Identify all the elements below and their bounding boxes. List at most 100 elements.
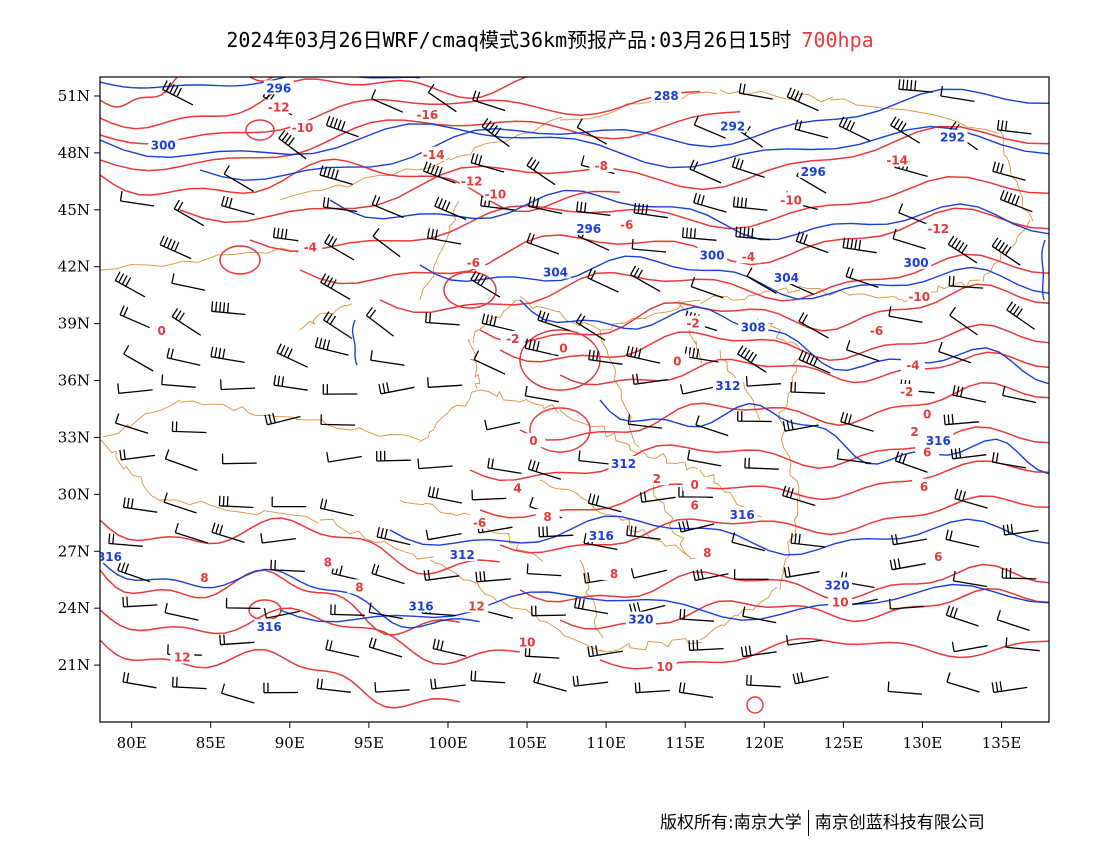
temperature-label: -10: [292, 121, 314, 135]
wind-barb: [376, 527, 411, 546]
geopotential-line: [351, 319, 358, 366]
lat-tick-label: 36N: [58, 372, 90, 390]
label-backdrop: [406, 598, 437, 613]
wind-barb: [795, 231, 829, 254]
wind-barb: [745, 376, 782, 387]
wind-barb: [587, 268, 619, 293]
wind-barb: [894, 451, 928, 473]
label-backdrop: [149, 323, 174, 338]
temperature-isotherms: [100, 77, 1049, 714]
temperature-label: -6: [473, 516, 486, 530]
wind-barb: [731, 157, 765, 179]
geopotential-line: [389, 515, 1049, 556]
wind-barb: [119, 191, 155, 207]
temperature-label: -2: [506, 332, 519, 346]
lat-tick-label: 27N: [58, 542, 90, 560]
wind-barb: [263, 682, 299, 694]
boundary-line: [100, 439, 162, 502]
label-backdrop: [298, 239, 323, 254]
wind-barb: [954, 488, 988, 509]
isotherm-loop: [519, 329, 601, 391]
label-backdrop: [682, 476, 707, 491]
label-backdrop: [100, 548, 125, 563]
boundary-line: [295, 419, 421, 441]
lat-tick-label: 48N: [58, 144, 90, 162]
wind-barb: [940, 85, 975, 103]
wind-barb: [947, 235, 978, 264]
wind-barb: [690, 276, 724, 299]
wind-barb: [365, 307, 394, 337]
boundary-line: [778, 349, 804, 421]
label-backdrop: [315, 554, 340, 569]
wind-barb: [531, 605, 566, 617]
wind-barb: [322, 197, 358, 213]
wind-barb: [576, 118, 608, 145]
boundary-line: [559, 91, 717, 121]
isotherm-line: [179, 125, 1049, 223]
label-backdrop: [665, 353, 690, 368]
wind-barb: [888, 306, 923, 323]
wind-barb: [888, 598, 925, 610]
wind-barb: [427, 83, 457, 113]
wind-barb: [678, 520, 715, 533]
wind-barb: [122, 671, 157, 689]
label-backdrop: [912, 478, 937, 493]
label-backdrop: [614, 216, 639, 231]
wind-barb: [943, 413, 980, 426]
boundary-line: [100, 247, 304, 271]
label-backdrop: [681, 315, 706, 330]
label-backdrop: [798, 163, 829, 178]
temperature-label: -10: [908, 290, 930, 304]
isotherm-line: [100, 77, 530, 130]
geopotential-label: 316: [97, 550, 122, 564]
wind-barb: [171, 421, 207, 434]
wind-barb: [578, 450, 613, 466]
wind-barb: [890, 116, 921, 144]
boundary-line: [779, 497, 799, 591]
wind-barb: [487, 457, 522, 475]
isotherm-line: [100, 110, 741, 172]
label-backdrop: [625, 611, 656, 626]
label-backdrop: [695, 545, 720, 560]
wind-barb: [991, 681, 1028, 694]
wind-barb: [737, 411, 772, 423]
wind-barb: [572, 675, 609, 687]
wind-barb: [210, 346, 245, 364]
isotherm-loop: [219, 245, 261, 275]
temperature-label: 10: [832, 595, 849, 609]
label-backdrop: [483, 186, 508, 201]
wind-barb: [945, 605, 979, 627]
geopotential-label: 304: [774, 271, 799, 285]
label-backdrop: [263, 80, 294, 95]
temperature-label: -6: [467, 256, 480, 270]
wind-barb: [949, 306, 978, 336]
wind-barb: [472, 90, 506, 112]
wind-barb: [732, 196, 768, 211]
wind-barb: [371, 563, 405, 585]
geopotential-label: 316: [589, 529, 614, 543]
wind-barb: [108, 533, 143, 547]
geopotential-label: 296: [266, 81, 291, 95]
temperature-label: -8: [595, 159, 608, 173]
geopotential-label: 316: [926, 434, 951, 448]
wind-barb: [583, 533, 618, 551]
lon-tick-label: 125E: [824, 734, 864, 752]
wind-barb: [475, 571, 511, 583]
wind-barb: [746, 267, 777, 294]
geopotential-label: 312: [611, 457, 636, 471]
wind-barb: [432, 638, 467, 657]
wind-barb: [159, 235, 192, 260]
geopotential-label: 288: [654, 89, 679, 103]
lon-tick-label: 130E: [903, 734, 943, 752]
wind-barb: [264, 412, 301, 426]
wind-barb: [1006, 301, 1036, 330]
boundary-line: [700, 287, 801, 305]
wind-barb: [273, 375, 308, 391]
isotherm-line: [100, 158, 620, 213]
geopotential-label: 316: [257, 620, 282, 634]
boundary-line: [599, 329, 640, 448]
temperature-label: 6: [691, 499, 699, 513]
wind-barb: [1002, 385, 1037, 404]
wind-barb: [526, 563, 562, 577]
